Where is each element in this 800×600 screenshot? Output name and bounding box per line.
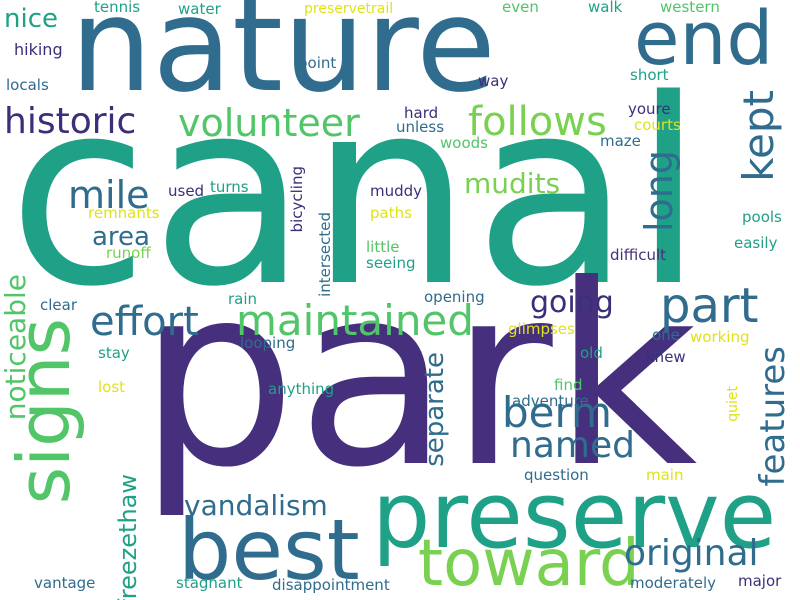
word-area: area bbox=[92, 222, 150, 252]
word-original: original bbox=[624, 533, 759, 574]
word-opening: opening bbox=[424, 288, 485, 306]
word-pools: pools bbox=[742, 208, 782, 226]
word-woods: woods bbox=[440, 134, 488, 152]
word-nature: nature bbox=[70, 0, 496, 121]
word-locals: locals bbox=[6, 76, 49, 94]
word-freezethaw: freezethaw bbox=[114, 474, 142, 600]
word-berm: berm bbox=[502, 388, 612, 437]
word-courts: courts bbox=[634, 116, 681, 134]
word-point: point bbox=[298, 54, 337, 72]
word-effort: effort bbox=[90, 299, 199, 345]
word-mile: mile bbox=[68, 173, 150, 217]
word-hiking: hiking bbox=[14, 40, 63, 59]
word-kept: kept bbox=[734, 90, 783, 182]
word-best: best bbox=[178, 501, 360, 599]
word-nice: nice bbox=[4, 4, 58, 34]
word-separate: separate bbox=[420, 352, 450, 467]
word-way: way bbox=[478, 72, 509, 90]
word-clear: clear bbox=[40, 296, 78, 314]
word-going: going bbox=[530, 285, 614, 320]
word-easily: easily bbox=[734, 234, 778, 252]
word-preservetrail: preservetrail bbox=[304, 1, 394, 17]
word-quiet: quiet bbox=[725, 386, 741, 422]
word-one: one bbox=[652, 326, 680, 344]
word-find: find bbox=[554, 376, 583, 394]
word-short: short bbox=[630, 66, 669, 84]
word-mudits: mudits bbox=[464, 167, 561, 200]
word-question: question bbox=[524, 466, 589, 484]
word-used: used bbox=[168, 182, 205, 200]
word-western: western bbox=[660, 0, 720, 16]
word-main: main bbox=[646, 466, 684, 484]
word-maze: maze bbox=[600, 132, 641, 150]
word-youre: youre bbox=[628, 100, 671, 118]
word-historic: historic bbox=[4, 101, 137, 142]
word-hard: hard bbox=[404, 104, 439, 122]
word-maintained: maintained bbox=[236, 296, 474, 345]
word-runoff: runoff bbox=[106, 244, 151, 262]
word-bicycling: bicycling bbox=[288, 166, 306, 233]
word-lost: lost bbox=[98, 378, 126, 396]
word-anything: anything bbox=[268, 380, 335, 398]
word-muddy: muddy bbox=[370, 182, 423, 200]
word-paths: paths bbox=[370, 204, 412, 222]
word-seeing: seeing bbox=[366, 254, 416, 272]
word-working: working bbox=[690, 328, 750, 346]
word-stay: stay bbox=[98, 344, 130, 362]
word-difficult: difficult bbox=[610, 246, 666, 264]
word-vandalism: vandalism bbox=[184, 489, 328, 522]
word-rain: rain bbox=[228, 290, 258, 308]
word-moderately: moderately bbox=[630, 574, 717, 592]
word-park: park bbox=[138, 231, 698, 522]
word-part: part bbox=[660, 278, 759, 334]
word-features: features bbox=[753, 346, 793, 487]
word-glimpses: glimpses bbox=[508, 320, 575, 338]
word-looping: looping bbox=[240, 334, 296, 352]
word-remnants: remnants bbox=[88, 204, 160, 222]
word-even: even bbox=[502, 0, 539, 16]
word-named: named bbox=[510, 425, 635, 466]
word-vantage: vantage bbox=[34, 574, 96, 592]
word-long: long bbox=[637, 150, 681, 233]
word-intersected: intersected bbox=[316, 212, 334, 297]
word-knew: knew bbox=[646, 348, 686, 366]
word-preserve: preserve bbox=[372, 462, 777, 569]
word-stagnant: stagnant bbox=[176, 574, 243, 592]
word-walk: walk bbox=[588, 0, 623, 16]
word-canal: canal bbox=[8, 45, 706, 343]
word-water: water bbox=[178, 0, 221, 18]
word-old: old bbox=[580, 344, 603, 362]
word-turns: turns bbox=[210, 178, 249, 196]
word-toward: toward bbox=[418, 527, 640, 600]
word-follows: follows bbox=[468, 99, 607, 145]
word-little: little bbox=[366, 238, 400, 256]
word-volunteer: volunteer bbox=[178, 101, 360, 145]
word-disappointment: disappointment bbox=[272, 576, 390, 594]
word-major: major bbox=[738, 572, 782, 590]
word-noticeable: noticeable bbox=[0, 274, 32, 421]
word-unless: unless bbox=[396, 118, 445, 136]
word-adventure: adventure bbox=[512, 392, 589, 410]
word-tennis: tennis bbox=[94, 0, 141, 16]
word-end: end bbox=[634, 0, 774, 82]
